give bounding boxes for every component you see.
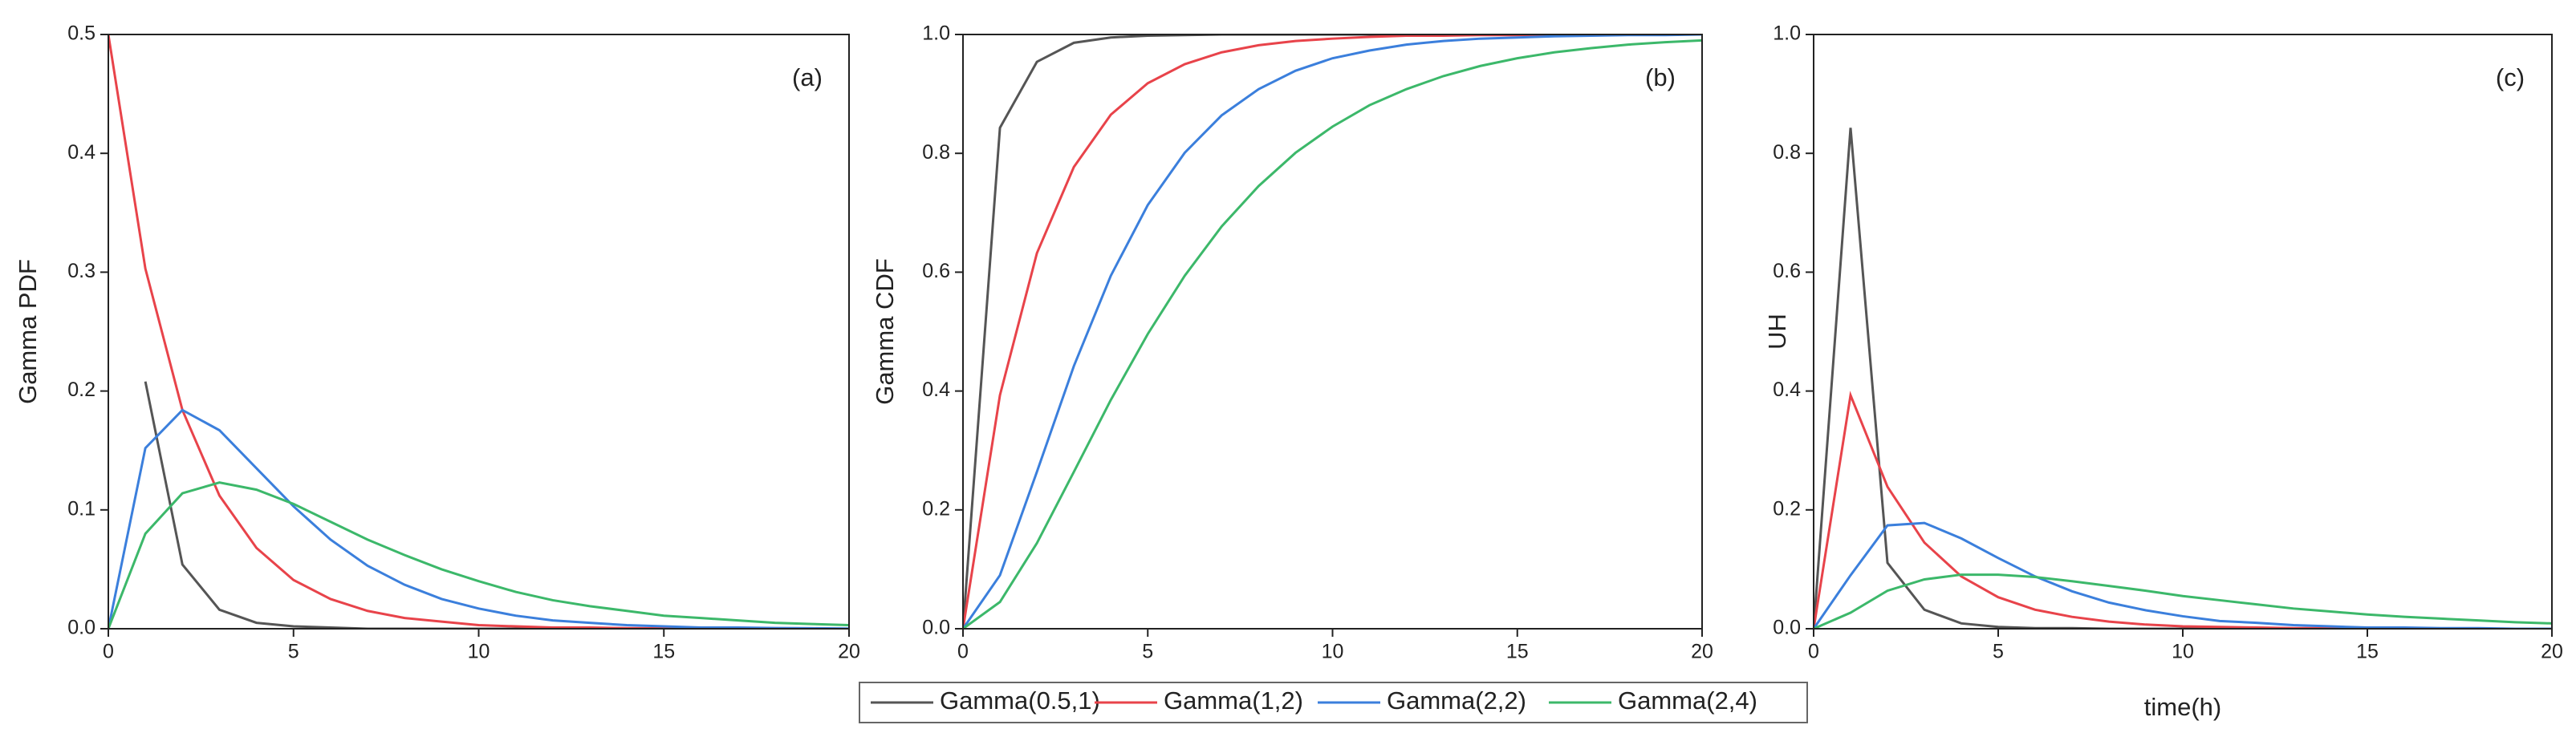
series-line — [1814, 128, 2552, 629]
series-line — [1814, 521, 2552, 629]
y-tick-label: 0.0 — [1773, 617, 1801, 639]
y-tick-label: 0.8 — [922, 141, 950, 164]
x-tick-label: 5 — [1142, 641, 1153, 663]
x-tick-label: 15 — [1506, 641, 1529, 663]
y-tick-label: 1.0 — [1773, 22, 1801, 45]
panel-label: (a) — [792, 63, 823, 91]
x-tick-label: 0 — [103, 641, 114, 663]
series-line — [108, 481, 849, 629]
x-tick-label: 20 — [1691, 641, 1713, 663]
panel-label: (c) — [2496, 63, 2525, 91]
series-line — [108, 408, 849, 629]
plot-lines — [963, 34, 1702, 629]
y-tick-label: 0.8 — [1773, 141, 1801, 164]
y-tick-label: 0.1 — [67, 497, 95, 520]
x-tick-label: 10 — [2172, 641, 2194, 663]
plot-frame — [962, 34, 1703, 630]
y-tick-label: 0.2 — [922, 497, 950, 520]
y-tick-label: 0.5 — [67, 22, 95, 45]
y-tick-label: 0.0 — [922, 617, 950, 639]
x-tick-label: 0 — [1808, 641, 1819, 663]
legend-label: Gamma(1,2) — [1164, 686, 1303, 715]
series-line — [1814, 391, 2552, 629]
plot-frame — [108, 34, 850, 630]
x-tick-label: 10 — [1322, 641, 1344, 663]
y-tick-label: 0.4 — [67, 141, 95, 164]
plot-frame — [1813, 34, 2553, 630]
legend-label: Gamma(2,2) — [1387, 686, 1526, 715]
series-line — [108, 34, 849, 629]
y-axis-label: Gamma PDF — [14, 259, 42, 404]
legend-label: Gamma(2,4) — [1618, 686, 1757, 715]
x-tick-label: 5 — [288, 641, 299, 663]
series-line — [144, 381, 849, 629]
y-axis-label: UH — [1763, 314, 1791, 350]
plot-lines — [108, 34, 849, 629]
x-axis-label: time(h) — [2144, 693, 2221, 721]
series-line — [1814, 573, 2552, 629]
y-axis-label: Gamma CDF — [871, 258, 899, 405]
x-tick-label: 15 — [652, 641, 675, 663]
series-line — [963, 34, 1702, 629]
y-tick-label: 0.2 — [1773, 497, 1801, 520]
y-tick-label: 0.0 — [67, 617, 95, 639]
x-tick-label: 5 — [1993, 641, 2004, 663]
x-tick-label: 20 — [838, 641, 860, 663]
y-tick-label: 0.6 — [1773, 260, 1801, 282]
series-line — [963, 38, 1702, 629]
y-tick-label: 0.6 — [922, 260, 950, 282]
y-tick-label: 0.4 — [1773, 379, 1801, 401]
y-tick-label: 0.2 — [67, 379, 95, 401]
legend-label: Gamma(0.5,1) — [940, 686, 1100, 715]
x-tick-label: 20 — [2541, 641, 2563, 663]
x-tick-label: 15 — [2356, 641, 2379, 663]
x-tick-label: 10 — [468, 641, 490, 663]
plot-lines — [1814, 128, 2552, 629]
y-tick-label: 0.4 — [922, 379, 950, 401]
y-tick-label: 0.3 — [67, 260, 95, 282]
panel-label: (b) — [1645, 63, 1676, 91]
series-line — [963, 34, 1702, 629]
x-tick-label: 0 — [957, 641, 969, 663]
y-tick-label: 1.0 — [922, 22, 950, 45]
series-line — [963, 34, 1702, 629]
